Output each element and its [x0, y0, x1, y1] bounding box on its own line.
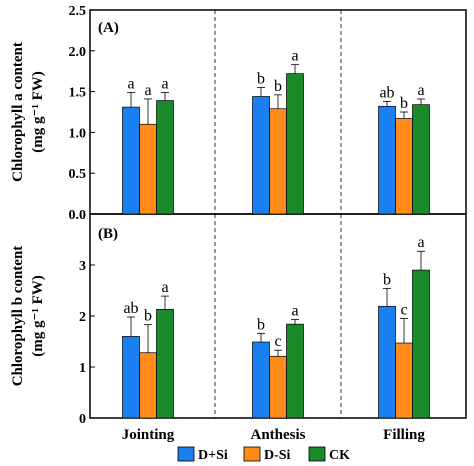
- panel-a-letter-filling-d-minus-si: b: [400, 95, 408, 112]
- panel-a-letter-filling-ck: a: [417, 82, 424, 99]
- panel-b-letter-anthesis-d-minus-si: c: [274, 333, 281, 350]
- panel-b-letter-filling-d-plus-si: b: [383, 271, 391, 288]
- legend-label-ck: CK: [329, 448, 350, 463]
- panel-a-ytick-label-5: 2.5: [69, 4, 87, 19]
- panel-b-ytick-label-2: 2: [79, 310, 86, 325]
- panel-a-bar-filling-ck: [412, 104, 430, 215]
- panel-b-letter-filling-d-minus-si: c: [400, 302, 407, 319]
- panel-a-ylabel-line1: Chlorophyll a content: [10, 42, 26, 182]
- panel-a-ytick-label-1: 0.5: [69, 167, 87, 182]
- panel-a-bar-filling-d-minus-si: [395, 118, 413, 215]
- panel-b-letter-jointing-ck: a: [161, 279, 168, 296]
- panel-b-bar-filling-d-minus-si: [395, 342, 413, 419]
- legend-swatch-ck: [308, 446, 326, 462]
- legend-label-d-minus-si: D-Si: [264, 448, 291, 463]
- panel-a-letter-anthesis-ck: a: [291, 48, 298, 65]
- panel-b-ytick-label-3: 3: [79, 259, 86, 274]
- panel-b-bar-filling-d-plus-si: [378, 305, 396, 419]
- panel-b-label: (B): [98, 226, 118, 242]
- panel-a-letter-jointing-d-minus-si: a: [144, 82, 151, 99]
- panel-a-ytick-label-2: 1.0: [69, 126, 87, 141]
- panel-b-letter-jointing-d-plus-si: ab: [123, 300, 138, 317]
- panel-a-ytick-label-3: 1.5: [69, 86, 87, 101]
- panel-b-bar-anthesis-ck: [286, 323, 304, 419]
- panel-b-bar-filling-ck: [412, 269, 430, 419]
- panel-b-letter-anthesis-d-plus-si: b: [257, 316, 265, 333]
- category-label-filling: Filling: [383, 427, 425, 443]
- panel-a-letter-jointing-d-plus-si: a: [127, 75, 134, 92]
- panel-a-bar-jointing-d-plus-si: [122, 106, 140, 215]
- legend-swatch-d-minus-si: [243, 446, 261, 462]
- category-label-anthesis: Anthesis: [250, 427, 305, 443]
- panel-a-letter-anthesis-d-plus-si: b: [257, 71, 265, 88]
- panel-b-bar-jointing-d-plus-si: [122, 336, 140, 419]
- category-label-jointing: Jointing: [122, 427, 175, 443]
- legend-swatch-d-plus-si: [177, 446, 195, 462]
- panel-a-bar-jointing-ck: [156, 100, 174, 215]
- panel-a-ytick-label-0: 0.0: [69, 208, 87, 223]
- panel-b-bar-jointing-ck: [156, 309, 174, 419]
- panel-b-letter-anthesis-ck: a: [291, 303, 298, 320]
- panel-b-ytick-label-1: 1: [79, 361, 86, 376]
- panel-a-bar-anthesis-ck: [286, 73, 304, 215]
- panel-a-bar-anthesis-d-plus-si: [252, 96, 270, 215]
- panel-b-bar-anthesis-d-plus-si: [252, 341, 270, 419]
- panel-b-bar-jointing-d-minus-si: [139, 352, 157, 419]
- legend: D+Si D-Si CK: [177, 446, 350, 463]
- panel-a-letter-filling-d-plus-si: ab: [379, 84, 394, 101]
- panel-b-letter-filling-ck: a: [417, 234, 424, 251]
- panel-b-letter-jointing-d-minus-si: b: [144, 308, 152, 325]
- panel-a-letter-jointing-ck: a: [161, 75, 168, 92]
- panel-b-ytick-label-0: 0: [79, 412, 86, 427]
- panel-a-label: (A): [98, 20, 119, 36]
- panel-b-ylabel-line1: Chlorophyll b content: [10, 246, 26, 387]
- legend-label-d-plus-si: D+Si: [198, 448, 228, 463]
- panel-b-ylabel-line2: (mg g⁻¹ FW): [30, 275, 46, 357]
- panel-a-bar-filling-d-plus-si: [378, 105, 396, 215]
- panel-b-bar-anthesis-d-minus-si: [269, 355, 287, 419]
- panel-a-ytick-label-4: 2.0: [69, 45, 87, 60]
- panel-a-bar-jointing-d-minus-si: [139, 123, 157, 215]
- panel-a-ylabel-line2: (mg g⁻¹ FW): [30, 71, 46, 153]
- panel-a-letter-anthesis-d-minus-si: b: [274, 78, 282, 95]
- panel-a-bar-anthesis-d-minus-si: [269, 108, 287, 215]
